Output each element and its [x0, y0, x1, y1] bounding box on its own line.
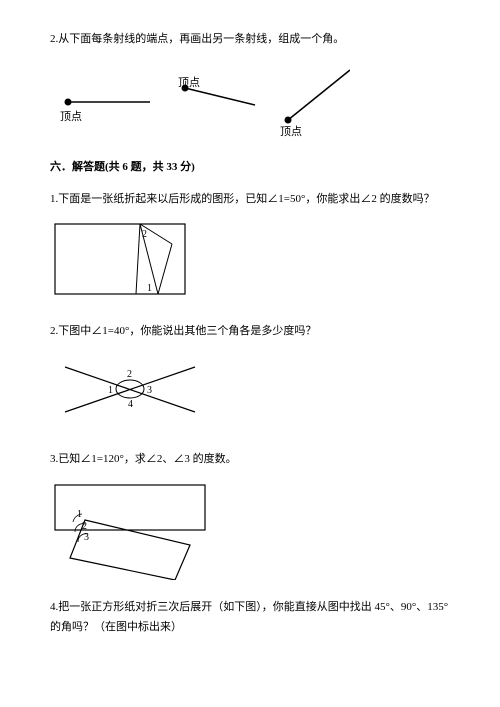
question-6-1: 1.下面是一张纸折起来以后形成的图形，已知∠1=50°，你能求出∠2 的度数吗？… — [50, 190, 450, 305]
figure-fold: 21 — [50, 219, 450, 304]
question-2-rays: 2.从下面每条射线的端点，再画出另一条射线，组成一个角。 顶点顶点顶点 — [50, 30, 450, 140]
figure-cross: 1 2 3 4 — [50, 352, 450, 432]
question-text: 2.下图中∠1=40°，你能说出其他三个角各是多少度吗？ — [50, 322, 450, 342]
svg-text:顶点: 顶点 — [280, 125, 302, 138]
svg-text:顶点: 顶点 — [60, 110, 82, 123]
svg-text:4: 4 — [128, 399, 133, 410]
svg-text:2: 2 — [82, 521, 87, 532]
question-6-4: 4.把一张正方形纸对折三次后展开（如下图），你能直接从图中找出 45°、90°、… — [50, 598, 450, 638]
svg-text:3: 3 — [84, 532, 89, 543]
question-6-3: 3.已知∠1=120°，求∠2、∠3 的度数。 123 — [50, 450, 450, 580]
svg-text:2: 2 — [127, 369, 132, 380]
question-text: 1.下面是一张纸折起来以后形成的图形，已知∠1=50°，你能求出∠2 的度数吗？ — [50, 190, 450, 210]
figure-overlap: 123 — [50, 480, 450, 580]
svg-text:2: 2 — [142, 229, 147, 240]
section-6-header: 六．解答题(共 6 题，共 33 分) — [50, 158, 450, 178]
svg-text:顶点: 顶点 — [178, 76, 200, 89]
svg-text:1: 1 — [147, 283, 152, 294]
svg-text:1: 1 — [77, 509, 82, 520]
question-text: 2.从下面每条射线的端点，再画出另一条射线，组成一个角。 — [50, 30, 450, 50]
question-text: 4.把一张正方形纸对折三次后展开（如下图），你能直接从图中找出 45°、90°、… — [50, 598, 450, 638]
svg-text:1: 1 — [108, 385, 113, 396]
svg-text:3: 3 — [147, 385, 152, 396]
question-6-2: 2.下图中∠1=40°，你能说出其他三个角各是多少度吗？ 1 2 3 4 — [50, 322, 450, 432]
figure-rays: 顶点顶点顶点 — [50, 60, 450, 140]
question-text: 3.已知∠1=120°，求∠2、∠3 的度数。 — [50, 450, 450, 470]
